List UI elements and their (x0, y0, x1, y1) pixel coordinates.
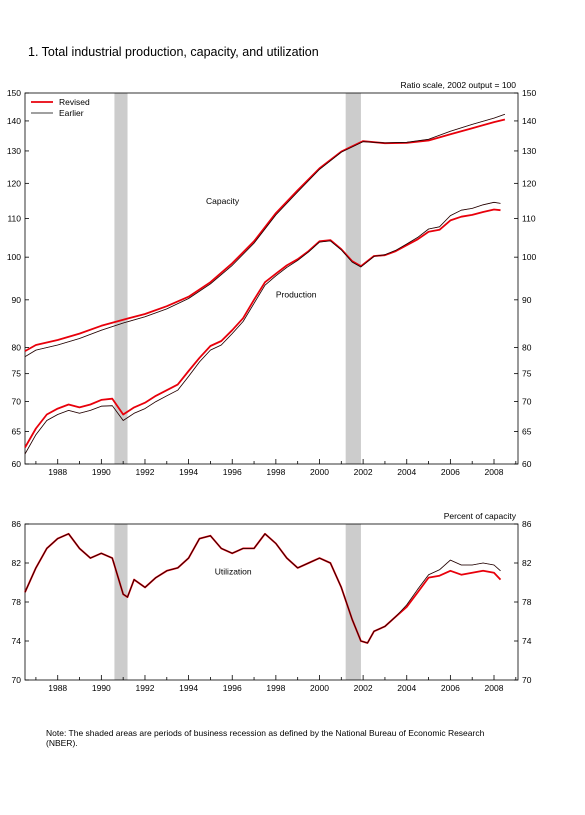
top-y-tick-label-left: 110 (7, 214, 21, 224)
top-y-tick-label-left: 80 (12, 343, 22, 353)
top-y-tick-label-right: 80 (522, 343, 532, 353)
bottom-y-tick-label-right: 70 (522, 675, 532, 685)
top-y-tick-label-left: 75 (12, 369, 22, 379)
top-x-tick-label: 2004 (397, 467, 416, 477)
bottom-y-tick-label-left: 70 (12, 675, 22, 685)
bottom-series-utilization-earlier-overlay (24, 533, 501, 644)
top-y-tick-label-left: 150 (7, 88, 21, 98)
top-y-tick-label-left: 70 (12, 397, 22, 407)
top-y-tick-label-right: 70 (522, 397, 532, 407)
top-series-capacity-revised (24, 118, 506, 352)
bottom-annotation-utilization: Utilization (215, 567, 252, 577)
top-y-tick-label-left: 60 (12, 459, 22, 469)
bottom-y-tick-label-left: 74 (12, 636, 22, 646)
bottom-recession-band-0 (114, 524, 128, 680)
top-x-tick-label: 1992 (136, 467, 155, 477)
bottom-x-tick-label: 1992 (136, 683, 155, 693)
bottom-y-tick-label-right: 82 (522, 558, 532, 568)
recession-note: Note: The shaded areas are periods of bu… (46, 728, 485, 748)
bottom-y-tick-label-left: 82 (12, 558, 22, 568)
top-x-tick-label: 1990 (92, 467, 111, 477)
top-y-tick-label-right: 100 (522, 252, 536, 262)
top-y-tick-label-right: 140 (522, 116, 536, 126)
top-x-tick-label: 2002 (354, 467, 373, 477)
bottom-recession-band-1 (345, 524, 361, 680)
bottom-y-tick-label-left: 86 (12, 519, 22, 529)
top-y-tick-label-right: 150 (522, 88, 536, 98)
top-x-tick-label: 1996 (223, 467, 242, 477)
top-y-tick-label-right: 120 (522, 178, 536, 188)
bottom-y-tick-label-right: 86 (522, 519, 532, 529)
top-series-production-earlier-overlay (24, 201, 501, 455)
bottom-y-tick-label-left: 78 (12, 597, 22, 607)
top-plot-frame (24, 92, 519, 465)
top-y-tick-label-left: 120 (7, 178, 21, 188)
top-y-tick-label-right: 60 (522, 459, 532, 469)
top-y-tick-label-left: 130 (7, 146, 21, 156)
bottom-x-tick-label: 2000 (310, 683, 329, 693)
page-title: 1. Total industrial production, capacity… (28, 45, 319, 59)
bottom-scale-note: Percent of capacity (444, 511, 517, 521)
bottom-x-tick-label: 1990 (92, 683, 111, 693)
bottom-y-tick-label-right: 74 (522, 636, 532, 646)
top-series-capacity-earlier-overlay (24, 114, 505, 357)
bottom-plot-frame (24, 523, 519, 681)
bottom-x-tick-label: 1988 (48, 683, 67, 693)
top-y-tick-label-right: 110 (522, 214, 536, 224)
bottom-series-utilization-revised (24, 532, 502, 644)
top-legend-label-revised: Revised (59, 97, 90, 107)
top-y-tick-label-right: 90 (522, 295, 532, 305)
top-y-tick-label-left: 100 (7, 252, 21, 262)
top-x-tick-label: 2006 (441, 467, 460, 477)
top-y-tick-label-left: 65 (12, 427, 22, 437)
bottom-x-tick-label: 2004 (397, 683, 416, 693)
top-x-tick-label: 1988 (48, 467, 67, 477)
top-x-tick-label: 2008 (485, 467, 504, 477)
bottom-x-tick-label: 2006 (441, 683, 460, 693)
top-x-tick-label: 1994 (179, 467, 198, 477)
top-y-tick-label-right: 75 (522, 369, 532, 379)
bottom-x-tick-label: 1998 (266, 683, 285, 693)
bottom-x-tick-label: 1994 (179, 683, 198, 693)
top-scale-note: Ratio scale, 2002 output = 100 (400, 80, 516, 90)
bottom-y-tick-label-right: 78 (522, 597, 532, 607)
top-y-tick-label-left: 90 (12, 295, 22, 305)
bottom-x-tick-label: 2002 (354, 683, 373, 693)
top-legend-label-earlier: Earlier (59, 108, 84, 118)
top-annotation-production: Production (276, 290, 317, 300)
top-recession-band-0 (114, 93, 128, 464)
top-x-tick-label: 2000 (310, 467, 329, 477)
bottom-series-utilization-earlier (24, 533, 501, 644)
top-recession-band-1 (345, 93, 361, 464)
top-y-tick-label-left: 140 (7, 116, 21, 126)
industrial-production-capacity-chart: 60 60 65 65 70 70 75 75 80 80 90 90 100 100 110 110 120 1… (7, 80, 537, 477)
bottom-x-tick-label: 1996 (223, 683, 242, 693)
top-y-tick-label-right: 130 (522, 146, 536, 156)
top-series-production-revised (24, 208, 501, 448)
bottom-x-tick-label: 2008 (485, 683, 504, 693)
top-annotation-capacity: Capacity (206, 196, 240, 206)
top-x-tick-label: 1998 (266, 467, 285, 477)
top-y-tick-label-right: 65 (522, 427, 532, 437)
